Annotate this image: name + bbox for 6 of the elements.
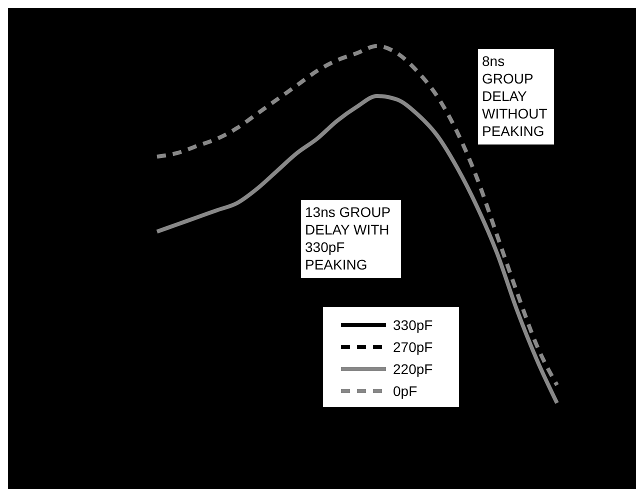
legend-label: 330pF xyxy=(393,317,433,333)
legend-label: 0pF xyxy=(393,383,418,399)
annotation: 13ns GROUP DELAY WITH 330pF PEAKING xyxy=(305,204,391,272)
legend-label: 270pF xyxy=(393,339,433,355)
legend-label: 220pF xyxy=(393,361,433,377)
annotation: 8ns GROUP DELAY WITHOUT PEAKING xyxy=(482,53,548,139)
